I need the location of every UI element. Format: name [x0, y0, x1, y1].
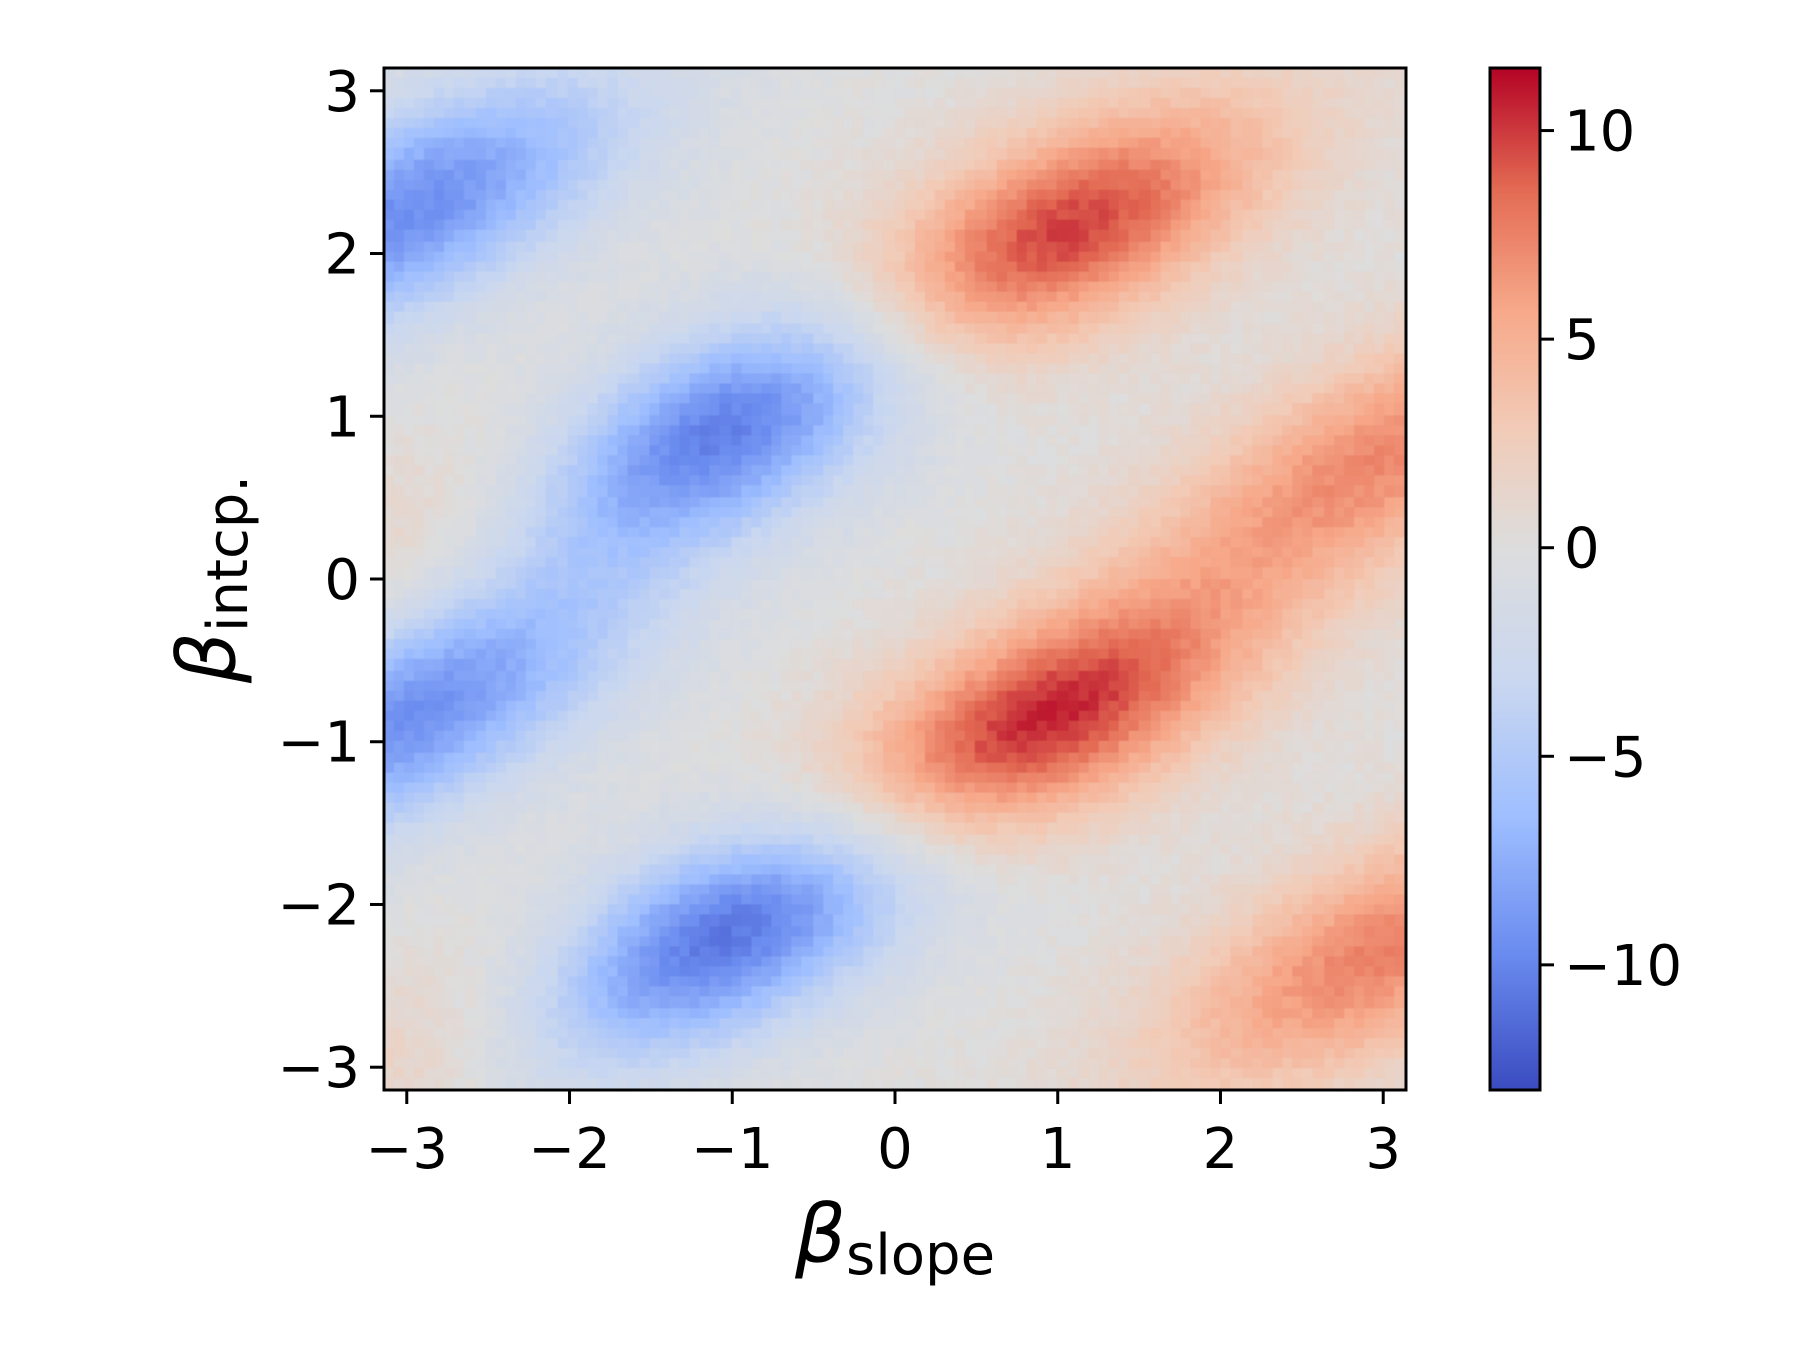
y-tick-label: 3 [324, 60, 360, 125]
x-axis-label: βslope [794, 1188, 995, 1288]
heatmap-image [384, 68, 1406, 1090]
colorbar-tick-label: 0 [1564, 517, 1600, 582]
x-axis-label-symbol: β [794, 1188, 846, 1281]
y-axis-label-symbol: β [161, 632, 254, 684]
y-axis-label: βintcp. [161, 475, 261, 684]
y-tick-label: 1 [324, 385, 360, 450]
x-axis-label-subscript: slope [846, 1223, 995, 1288]
x-axis-ticks: −3 −2 −1 0 1 2 3 [366, 1090, 1401, 1182]
y-axis-label-subscript: intcp. [196, 475, 261, 632]
x-tick-label: 0 [877, 1117, 913, 1182]
colorbar-tick-label: 5 [1564, 308, 1600, 373]
colorbar-tick-label: −5 [1564, 725, 1647, 790]
x-tick-label: 3 [1365, 1117, 1401, 1182]
y-tick-label: −1 [277, 711, 360, 776]
x-tick-label: −3 [366, 1117, 449, 1182]
colorbar-tick-label: 10 [1564, 100, 1635, 165]
x-tick-label: −2 [528, 1117, 611, 1182]
x-tick-label: −1 [691, 1117, 774, 1182]
colorbar-tick-label: −10 [1564, 934, 1682, 999]
x-tick-label: 1 [1040, 1117, 1076, 1182]
y-tick-label: −3 [277, 1036, 360, 1101]
plot-frame [382, 66, 1408, 1092]
colorbar-frame [1488, 66, 1542, 1092]
y-tick-label: 2 [324, 223, 360, 288]
y-tick-label: 0 [324, 548, 360, 613]
colorbar-ticks: 10 5 0 −5 −10 [1540, 100, 1682, 999]
y-tick-label: −2 [277, 873, 360, 938]
x-tick-label: 2 [1203, 1117, 1239, 1182]
colorbar-image [1490, 68, 1540, 1090]
y-axis-ticks: −3 −2 −1 0 1 2 3 [277, 60, 384, 1101]
